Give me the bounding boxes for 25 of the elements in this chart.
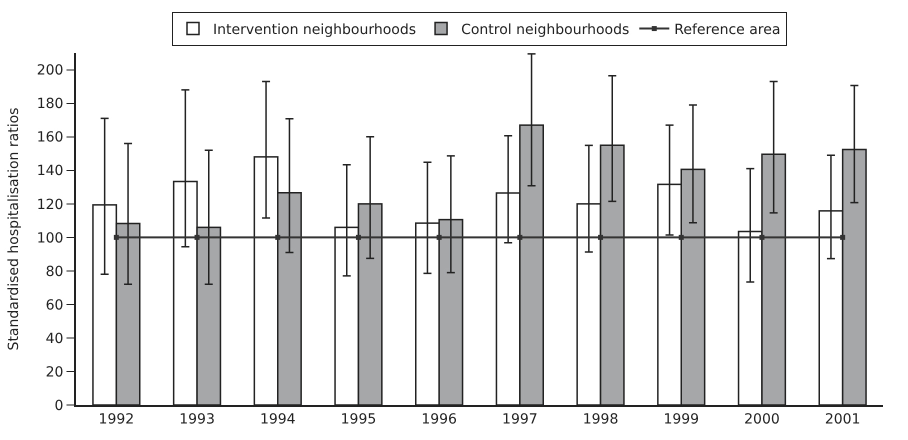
x-tick-label: 1997 <box>502 412 538 428</box>
y-tick-label: 180 <box>36 96 64 112</box>
y-tick-label: 40 <box>46 330 64 347</box>
y-tick-label: 160 <box>36 130 64 146</box>
y-tick-label: 80 <box>46 264 64 280</box>
x-tick-label: 1992 <box>98 412 134 428</box>
x-tick-label: 1998 <box>582 412 618 428</box>
y-tick-label: 0 <box>54 398 64 414</box>
y-tick-label: 20 <box>46 364 64 380</box>
x-tick-label: 2001 <box>824 412 860 428</box>
x-tick-label: 1993 <box>179 412 215 428</box>
x-tick-label: 1994 <box>260 412 296 428</box>
y-tick-label: 140 <box>36 163 64 180</box>
y-tick-label: 100 <box>36 230 64 246</box>
x-tick-label: 2000 <box>744 412 780 428</box>
legend-label: Intervention neighbourhoods <box>213 22 416 38</box>
y-tick-label: 120 <box>36 196 64 213</box>
x-tick-label: 1999 <box>663 412 700 428</box>
y-axis-title: Standardised hospitalisation ratios <box>6 108 22 350</box>
legend-label: Control neighbourhoods <box>461 22 630 38</box>
legend-label: Reference area <box>674 22 780 38</box>
x-tick-label: 1996 <box>421 412 458 428</box>
y-tick-label: 60 <box>46 297 64 314</box>
x-tick-label: 1995 <box>340 412 376 428</box>
y-tick-label: 200 <box>36 62 64 79</box>
